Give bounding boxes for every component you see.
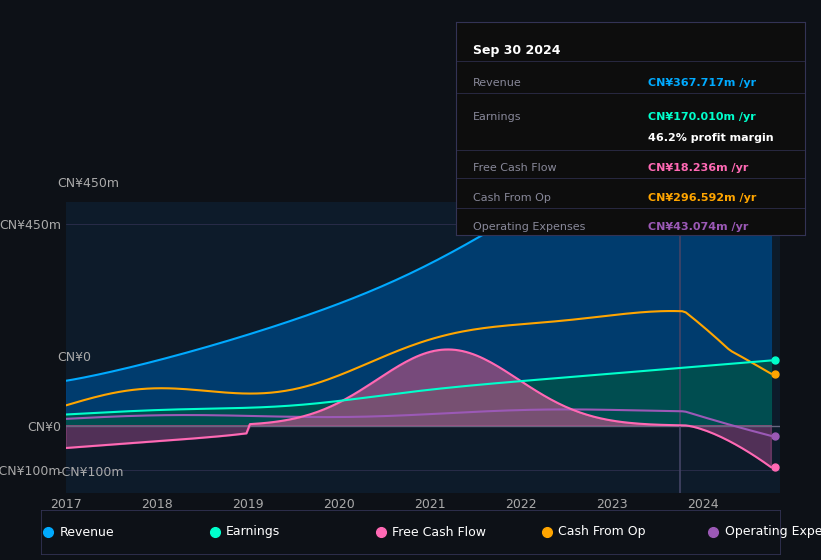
Text: CN¥18.236m /yr: CN¥18.236m /yr <box>648 163 748 173</box>
Text: Cash From Op: Cash From Op <box>473 193 551 203</box>
Text: Free Cash Flow: Free Cash Flow <box>473 163 557 173</box>
Text: CN¥170.010m /yr: CN¥170.010m /yr <box>648 112 755 122</box>
Text: Earnings: Earnings <box>226 525 280 539</box>
Text: CN¥367.717m /yr: CN¥367.717m /yr <box>648 78 755 88</box>
Text: CN¥43.074m /yr: CN¥43.074m /yr <box>648 222 748 232</box>
Text: CN¥296.592m /yr: CN¥296.592m /yr <box>648 193 756 203</box>
Text: CN¥0: CN¥0 <box>57 351 91 364</box>
Text: Revenue: Revenue <box>473 78 522 88</box>
Text: Free Cash Flow: Free Cash Flow <box>392 525 486 539</box>
Text: Cash From Op: Cash From Op <box>558 525 646 539</box>
Text: Earnings: Earnings <box>473 112 521 122</box>
Text: -CN¥100m: -CN¥100m <box>57 466 124 479</box>
Text: Operating Expenses: Operating Expenses <box>473 222 585 232</box>
Text: CN¥450m: CN¥450m <box>57 178 120 190</box>
Text: Revenue: Revenue <box>60 525 114 539</box>
Text: Sep 30 2024: Sep 30 2024 <box>473 44 561 57</box>
Text: Operating Expenses: Operating Expenses <box>724 525 821 539</box>
Text: 46.2% profit margin: 46.2% profit margin <box>648 133 773 143</box>
